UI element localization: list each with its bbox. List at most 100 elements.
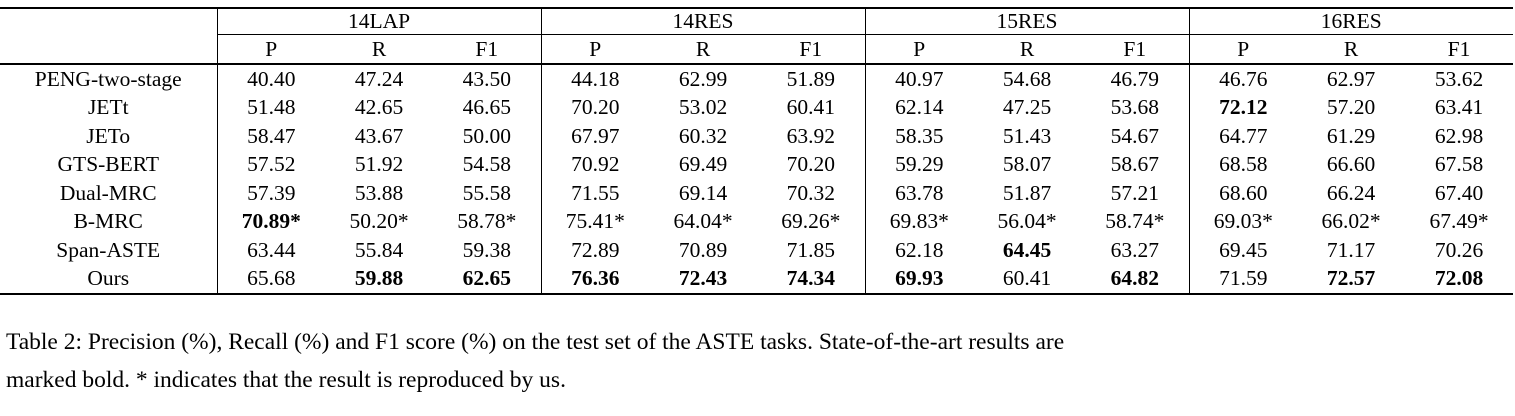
value-cell: 67.49* — [1429, 209, 1489, 234]
value-cell: 72.08 — [1405, 264, 1513, 295]
value-cell: 66.02* — [1321, 209, 1381, 234]
value-cell: 54.58 — [462, 152, 511, 177]
table-caption: Table 2: Precision (%), Recall (%) and F… — [6, 323, 1515, 399]
value-cell: 70.89* — [216, 207, 325, 236]
table-row-jeto: JETo 58.47 43.67 50.00 67.97 60.32 63.92 58.35 5… — [0, 122, 1513, 151]
metric-header-14res-f1: F1 — [757, 34, 865, 65]
group-header-14res: 14RES — [540, 7, 865, 35]
value-cell: 68.60 — [1188, 179, 1297, 208]
table-body: PENG-two-stage 40.40 47.24 43.50 44.18 62.99 5… — [0, 64, 1513, 295]
value-cell: 75.41* — [540, 207, 649, 236]
value-cell: 69.26* — [781, 209, 841, 234]
value-cell: 59.38 — [462, 237, 511, 262]
value-cell: 51.43 — [1002, 123, 1052, 148]
group-header-row: 14LAP 14RES 15RES 16RES — [0, 7, 1513, 35]
metric-header-16res-p: P — [1188, 34, 1297, 65]
value-cell: 64.77 — [1188, 122, 1297, 151]
metric-header-16res-r: R — [1297, 34, 1405, 65]
value-cell: 47.24 — [354, 66, 404, 91]
method-label: Dual-MRC — [59, 180, 157, 205]
metric-header-14lap-p: P — [216, 34, 325, 65]
value-cell: 57.20 — [1326, 95, 1376, 120]
value-cell: 76.36 — [540, 264, 649, 295]
method-label: JETt — [87, 95, 129, 120]
value-cell: 44.18 — [540, 64, 649, 94]
table-row-b-mrc: B-MRC 70.89* 50.20* 58.78* 75.41* 64.04* 69.26… — [0, 207, 1513, 236]
method-label: PENG-two-stage — [34, 66, 182, 91]
corner-cell-2 — [0, 34, 217, 65]
value-cell: 58.74* — [1105, 209, 1165, 234]
value-cell: 63.44 — [216, 236, 325, 265]
table-row-peng-two-stage: PENG-two-stage 40.40 47.24 43.50 44.18 62.99 5… — [0, 64, 1513, 94]
value-cell: 62.97 — [1326, 66, 1376, 91]
value-cell: 62.65 — [433, 264, 541, 295]
value-cell: 60.41 — [786, 95, 835, 120]
value-cell: 66.60 — [1326, 152, 1376, 177]
value-cell: 63.41 — [1434, 95, 1484, 120]
value-cell: 69.83* — [864, 207, 973, 236]
value-cell: 69.93 — [864, 264, 973, 295]
value-cell: 67.97 — [540, 122, 649, 151]
metric-header-row: P R F1 P R F1 P R F1 P R F1 — [0, 34, 1513, 65]
value-cell: 72.89 — [540, 236, 649, 265]
value-cell: 71.85 — [786, 237, 835, 262]
value-cell: 69.49 — [678, 152, 728, 177]
value-cell: 43.50 — [462, 66, 511, 91]
value-cell: 68.58 — [1188, 150, 1297, 179]
method-label: B-MRC — [73, 209, 143, 234]
value-cell: 58.67 — [1110, 152, 1159, 177]
value-cell: 46.76 — [1188, 64, 1297, 94]
value-cell: 57.21 — [1110, 180, 1159, 205]
metric-header-14lap-r: R — [325, 34, 433, 65]
metric-header-15res-p: P — [864, 34, 973, 65]
value-cell: 62.99 — [678, 66, 728, 91]
value-cell: 67.58 — [1434, 152, 1484, 177]
value-cell: 65.68 — [216, 264, 325, 295]
value-cell: 59.29 — [864, 150, 973, 179]
value-cell: 72.43 — [649, 264, 757, 295]
value-cell: 46.79 — [1110, 66, 1159, 91]
value-cell: 40.40 — [216, 64, 325, 94]
value-cell: 53.68 — [1110, 95, 1159, 120]
metric-header-15res-r: R — [973, 34, 1081, 65]
value-cell: 58.47 — [216, 122, 325, 151]
value-cell: 62.18 — [864, 236, 973, 265]
value-cell: 64.04* — [673, 209, 733, 234]
value-cell: 64.45 — [1002, 237, 1052, 262]
metric-header-16res-f1: F1 — [1405, 34, 1513, 65]
value-cell: 46.65 — [462, 95, 511, 120]
value-cell: 66.24 — [1326, 180, 1376, 205]
value-cell: 55.84 — [354, 237, 404, 262]
table-row-gts-bert: GTS-BERT 57.52 51.92 54.58 70.92 69.49 70.20 59… — [0, 150, 1513, 179]
value-cell: 61.29 — [1326, 123, 1376, 148]
value-cell: 74.34 — [757, 264, 865, 295]
value-cell: 63.78 — [864, 179, 973, 208]
value-cell: 50.20* — [349, 209, 409, 234]
value-cell: 58.35 — [864, 122, 973, 151]
value-cell: 51.92 — [354, 152, 404, 177]
value-cell: 71.59 — [1188, 264, 1297, 295]
value-cell: 54.68 — [1002, 66, 1052, 91]
caption-line-1: Table 2: Precision (%), Recall (%) and F… — [6, 329, 1065, 355]
value-cell: 43.67 — [354, 123, 404, 148]
results-table: 14LAP 14RES 15RES 16RES P R F1 P R F1 P R F1 P R F1 PEN… — [0, 7, 1513, 295]
value-cell: 40.97 — [864, 64, 973, 94]
method-label: Span-ASTE — [56, 237, 161, 262]
value-cell: 56.04* — [997, 209, 1057, 234]
value-cell: 70.89 — [678, 237, 728, 262]
group-header-15res: 15RES — [864, 7, 1189, 35]
value-cell: 62.98 — [1434, 123, 1484, 148]
group-header-14lap: 14LAP — [216, 7, 541, 35]
value-cell: 42.65 — [354, 95, 404, 120]
value-cell: 70.92 — [540, 150, 649, 179]
value-cell: 58.78* — [457, 209, 517, 234]
value-cell: 57.52 — [216, 150, 325, 179]
value-cell: 54.67 — [1110, 123, 1159, 148]
value-cell: 69.14 — [678, 180, 728, 205]
table-header: 14LAP 14RES 15RES 16RES P R F1 P R F1 P R F1 P R F1 — [0, 7, 1513, 65]
value-cell: 51.48 — [216, 93, 325, 122]
value-cell: 69.03* — [1188, 207, 1297, 236]
value-cell: 62.14 — [864, 93, 973, 122]
value-cell: 71.55 — [540, 179, 649, 208]
value-cell: 72.12 — [1188, 93, 1297, 122]
